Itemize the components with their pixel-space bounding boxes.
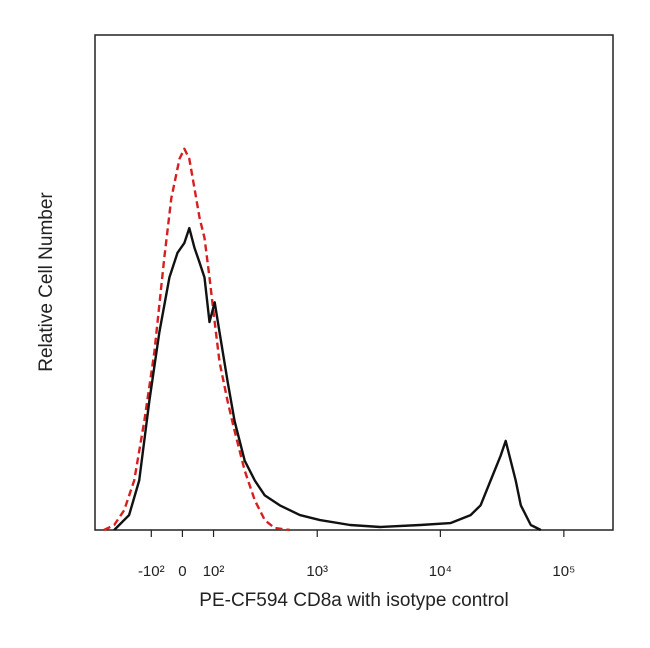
x-axis-label: PE-CF594 CD8a with isotype control: [199, 590, 508, 611]
x-tick-label: 10⁵: [552, 563, 575, 580]
x-tick-label: 10²: [203, 563, 225, 580]
y-axis-label: Relative Cell Number: [36, 192, 57, 372]
x-tick-label: -10²: [138, 563, 165, 580]
x-tick-label: 10³: [306, 563, 328, 580]
x-tick-label: 0: [178, 563, 186, 580]
x-tick-label: 10⁴: [429, 563, 452, 580]
histogram-line: [113, 226, 542, 532]
histogram-line: [103, 147, 290, 532]
plot-frame: [94, 34, 614, 531]
